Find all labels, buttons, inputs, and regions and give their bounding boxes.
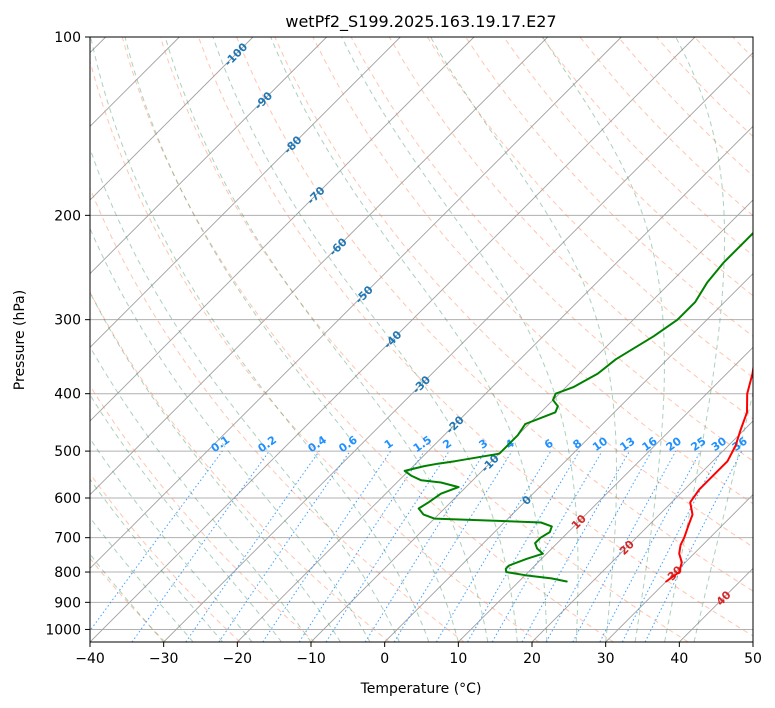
mixing-ratio-line [90, 450, 223, 632]
isotherm-line [90, 37, 548, 496]
dry-adiabat-line [350, 37, 753, 462]
x-tick-label: −10 [296, 651, 326, 667]
y-tick-label: 300 [54, 313, 81, 329]
mixing-ratio-line [185, 450, 320, 642]
plot-background [90, 37, 753, 642]
dry-adiabat-line [90, 59, 540, 642]
moist-adiabat-line [90, 553, 165, 642]
isotherm-line [90, 37, 254, 201]
isotherm-line [163, 52, 753, 642]
dry-adiabat-line [198, 37, 753, 637]
moist-adiabat-line [90, 345, 312, 642]
isotherm-line [90, 37, 696, 642]
moist-adiabat-line [90, 37, 430, 642]
x-tick-label: −20 [223, 651, 253, 667]
dry-adiabat-line [90, 557, 166, 642]
isotherm-line [458, 346, 753, 642]
moist-adiabat-line [341, 37, 579, 642]
isotherm-line [90, 37, 622, 569]
isotherm-line [605, 494, 753, 642]
isotherm-line [531, 420, 753, 642]
y-tick-label: 100 [54, 30, 81, 46]
x-tick-label: −30 [149, 651, 179, 667]
moist-adiabat-line [664, 37, 726, 642]
mixing-ratio-line [262, 450, 392, 642]
dry-adiabat-line [90, 291, 390, 642]
x-axis: −40 −30 −20 −10 0 10 20 30 40 50 [75, 642, 762, 667]
y-tick-label: 500 [54, 444, 81, 460]
mixing-ratio-line [393, 450, 513, 642]
dry-adiabat-line [388, 37, 753, 420]
x-tick-label: 10 [449, 651, 467, 667]
isotherm-line [90, 37, 475, 422]
moist-adiabat-line [90, 394, 282, 642]
x-tick-label: −40 [75, 651, 105, 667]
isotherm-line [237, 125, 753, 642]
moist-adiabat-line [90, 478, 223, 642]
x-tick-label: 20 [523, 651, 541, 667]
moist-adiabat-line [164, 37, 489, 642]
mixing-ratio-line [131, 450, 270, 642]
mixing-ratio-line [572, 450, 677, 642]
moist-adiabat-line [212, 37, 518, 642]
x-tick-label: 40 [670, 651, 688, 667]
mixing-ratio-line [545, 450, 653, 642]
profile-lines [403, 231, 753, 583]
dry-adiabat-line [274, 37, 753, 548]
moist-adiabat-line [430, 37, 617, 642]
moist-adiabat-line [124, 37, 459, 642]
dry-adiabat-line [159, 37, 689, 642]
moist-adiabat-line [90, 227, 371, 642]
y-axis-label: Pressure (hPa) [12, 290, 28, 390]
moist-adiabat-line [90, 516, 194, 642]
dry-adiabat-line [312, 37, 753, 505]
x-tick-label: 30 [597, 651, 615, 667]
dry-adiabat-line [121, 37, 614, 642]
dry-adiabat-line [90, 384, 316, 642]
y-tick-label: 200 [54, 208, 81, 224]
dry-adiabat-line [465, 37, 753, 338]
isotherm-line [752, 641, 753, 642]
mixing-ratio-line [521, 450, 630, 642]
y-tick-label: 1000 [45, 622, 81, 638]
mixing-ratio-line [218, 450, 351, 642]
mixing-ratio-line [644, 450, 743, 642]
isotherm-line [384, 273, 753, 642]
y-tick-label: 900 [54, 595, 81, 611]
moist-adiabat-line [90, 437, 253, 642]
mixing-ratio-line [325, 450, 450, 642]
dry-adiabat-line [90, 472, 241, 642]
dry-adiabat-line [503, 37, 753, 297]
chart-title: wetPf2_S199.2025.163.19.17.E27 [285, 12, 556, 32]
x-tick-label: 0 [380, 651, 389, 667]
dry-adiabat-line [236, 37, 753, 592]
x-tick-label: 50 [744, 651, 762, 667]
isotherm-line [310, 199, 753, 642]
dry-adiabat-line [90, 186, 465, 642]
y-axis: 100 200 300 400 500 600 700 800 900 1000 [45, 30, 90, 638]
plot-frame [89, 36, 754, 643]
y-tick-label: 600 [54, 491, 81, 507]
isotherm-line [90, 37, 327, 275]
isotherm-line [90, 37, 401, 348]
moist-adiabat-line [90, 147, 400, 642]
background-lines [90, 37, 775, 642]
x-axis-label: Temperature (°C) [360, 681, 482, 697]
temperature-profile-line [665, 363, 753, 583]
y-tick-label: 800 [54, 565, 81, 581]
y-tick-label: 400 [54, 387, 81, 403]
dry-adiabat-line [771, 37, 775, 642]
dewpoint-profile-line [403, 231, 753, 583]
mixing-ratio-line [298, 450, 425, 642]
y-tick-label: 700 [54, 531, 81, 547]
moist-adiabat-line [542, 37, 665, 642]
